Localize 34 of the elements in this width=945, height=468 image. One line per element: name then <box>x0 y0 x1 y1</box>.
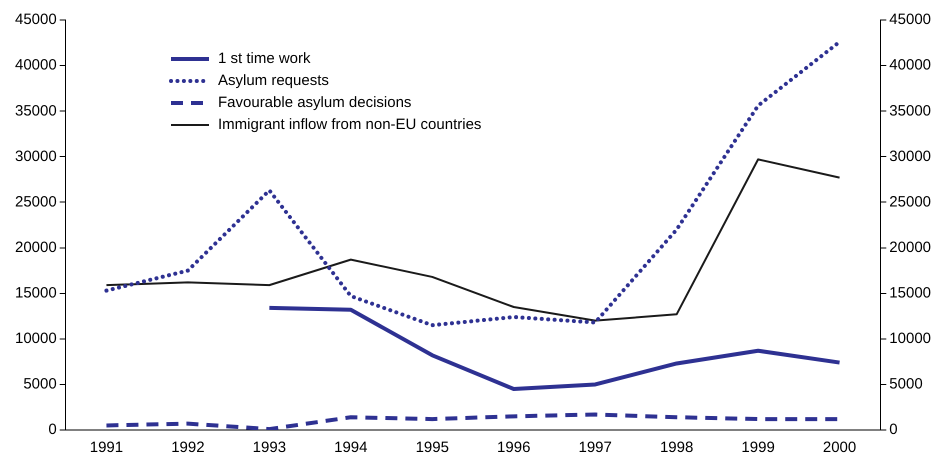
y2-tick-label: 45000 <box>889 11 932 28</box>
legend-label: Immigrant inflow from non-EU countries <box>218 115 482 135</box>
y2-tick-label: 5000 <box>889 376 923 393</box>
y2-tick-label: 30000 <box>889 148 932 165</box>
x-tick-label: 1996 <box>497 439 530 456</box>
x-tick-label: 1992 <box>171 439 205 456</box>
y-tick-label: 10000 <box>14 330 57 348</box>
x-tick-label: 1998 <box>660 439 694 456</box>
y2-tick-label: 10000 <box>889 330 932 348</box>
y-tick-label: 40000 <box>14 56 57 74</box>
x-tick-label: 1999 <box>741 439 775 456</box>
y-tick-label: 5000 <box>23 376 57 393</box>
x-tick-label: 1994 <box>334 439 368 456</box>
y2-tick-label: 15000 <box>889 284 932 302</box>
y-tick-label: 15000 <box>14 284 57 302</box>
y2-tick-label: 40000 <box>889 56 932 74</box>
y-tick-label: 30000 <box>14 148 57 165</box>
y-tick-label: 25000 <box>14 193 57 210</box>
y2-tick-label: 25000 <box>889 193 932 210</box>
legend-label: Asylum requests <box>218 71 329 91</box>
x-tick-label: 1993 <box>252 439 286 456</box>
x-tick-label: 1991 <box>90 439 124 456</box>
y-tick-label: 0 <box>48 421 57 438</box>
legend-label: 1 st time work <box>218 49 311 69</box>
y-tick-label: 35000 <box>14 102 57 120</box>
y2-tick-label: 20000 <box>889 238 932 256</box>
y2-tick-label: 0 <box>889 421 898 438</box>
x-tick-label: 1995 <box>416 439 449 456</box>
y2-tick-label: 35000 <box>889 102 932 120</box>
x-tick-label: 1997 <box>578 439 612 456</box>
x-tick-label: 2000 <box>822 439 856 456</box>
y-tick-label: 20000 <box>14 238 57 256</box>
y-tick-label: 45000 <box>14 11 57 28</box>
legend-label: Favourable asylum decisions <box>218 93 412 113</box>
